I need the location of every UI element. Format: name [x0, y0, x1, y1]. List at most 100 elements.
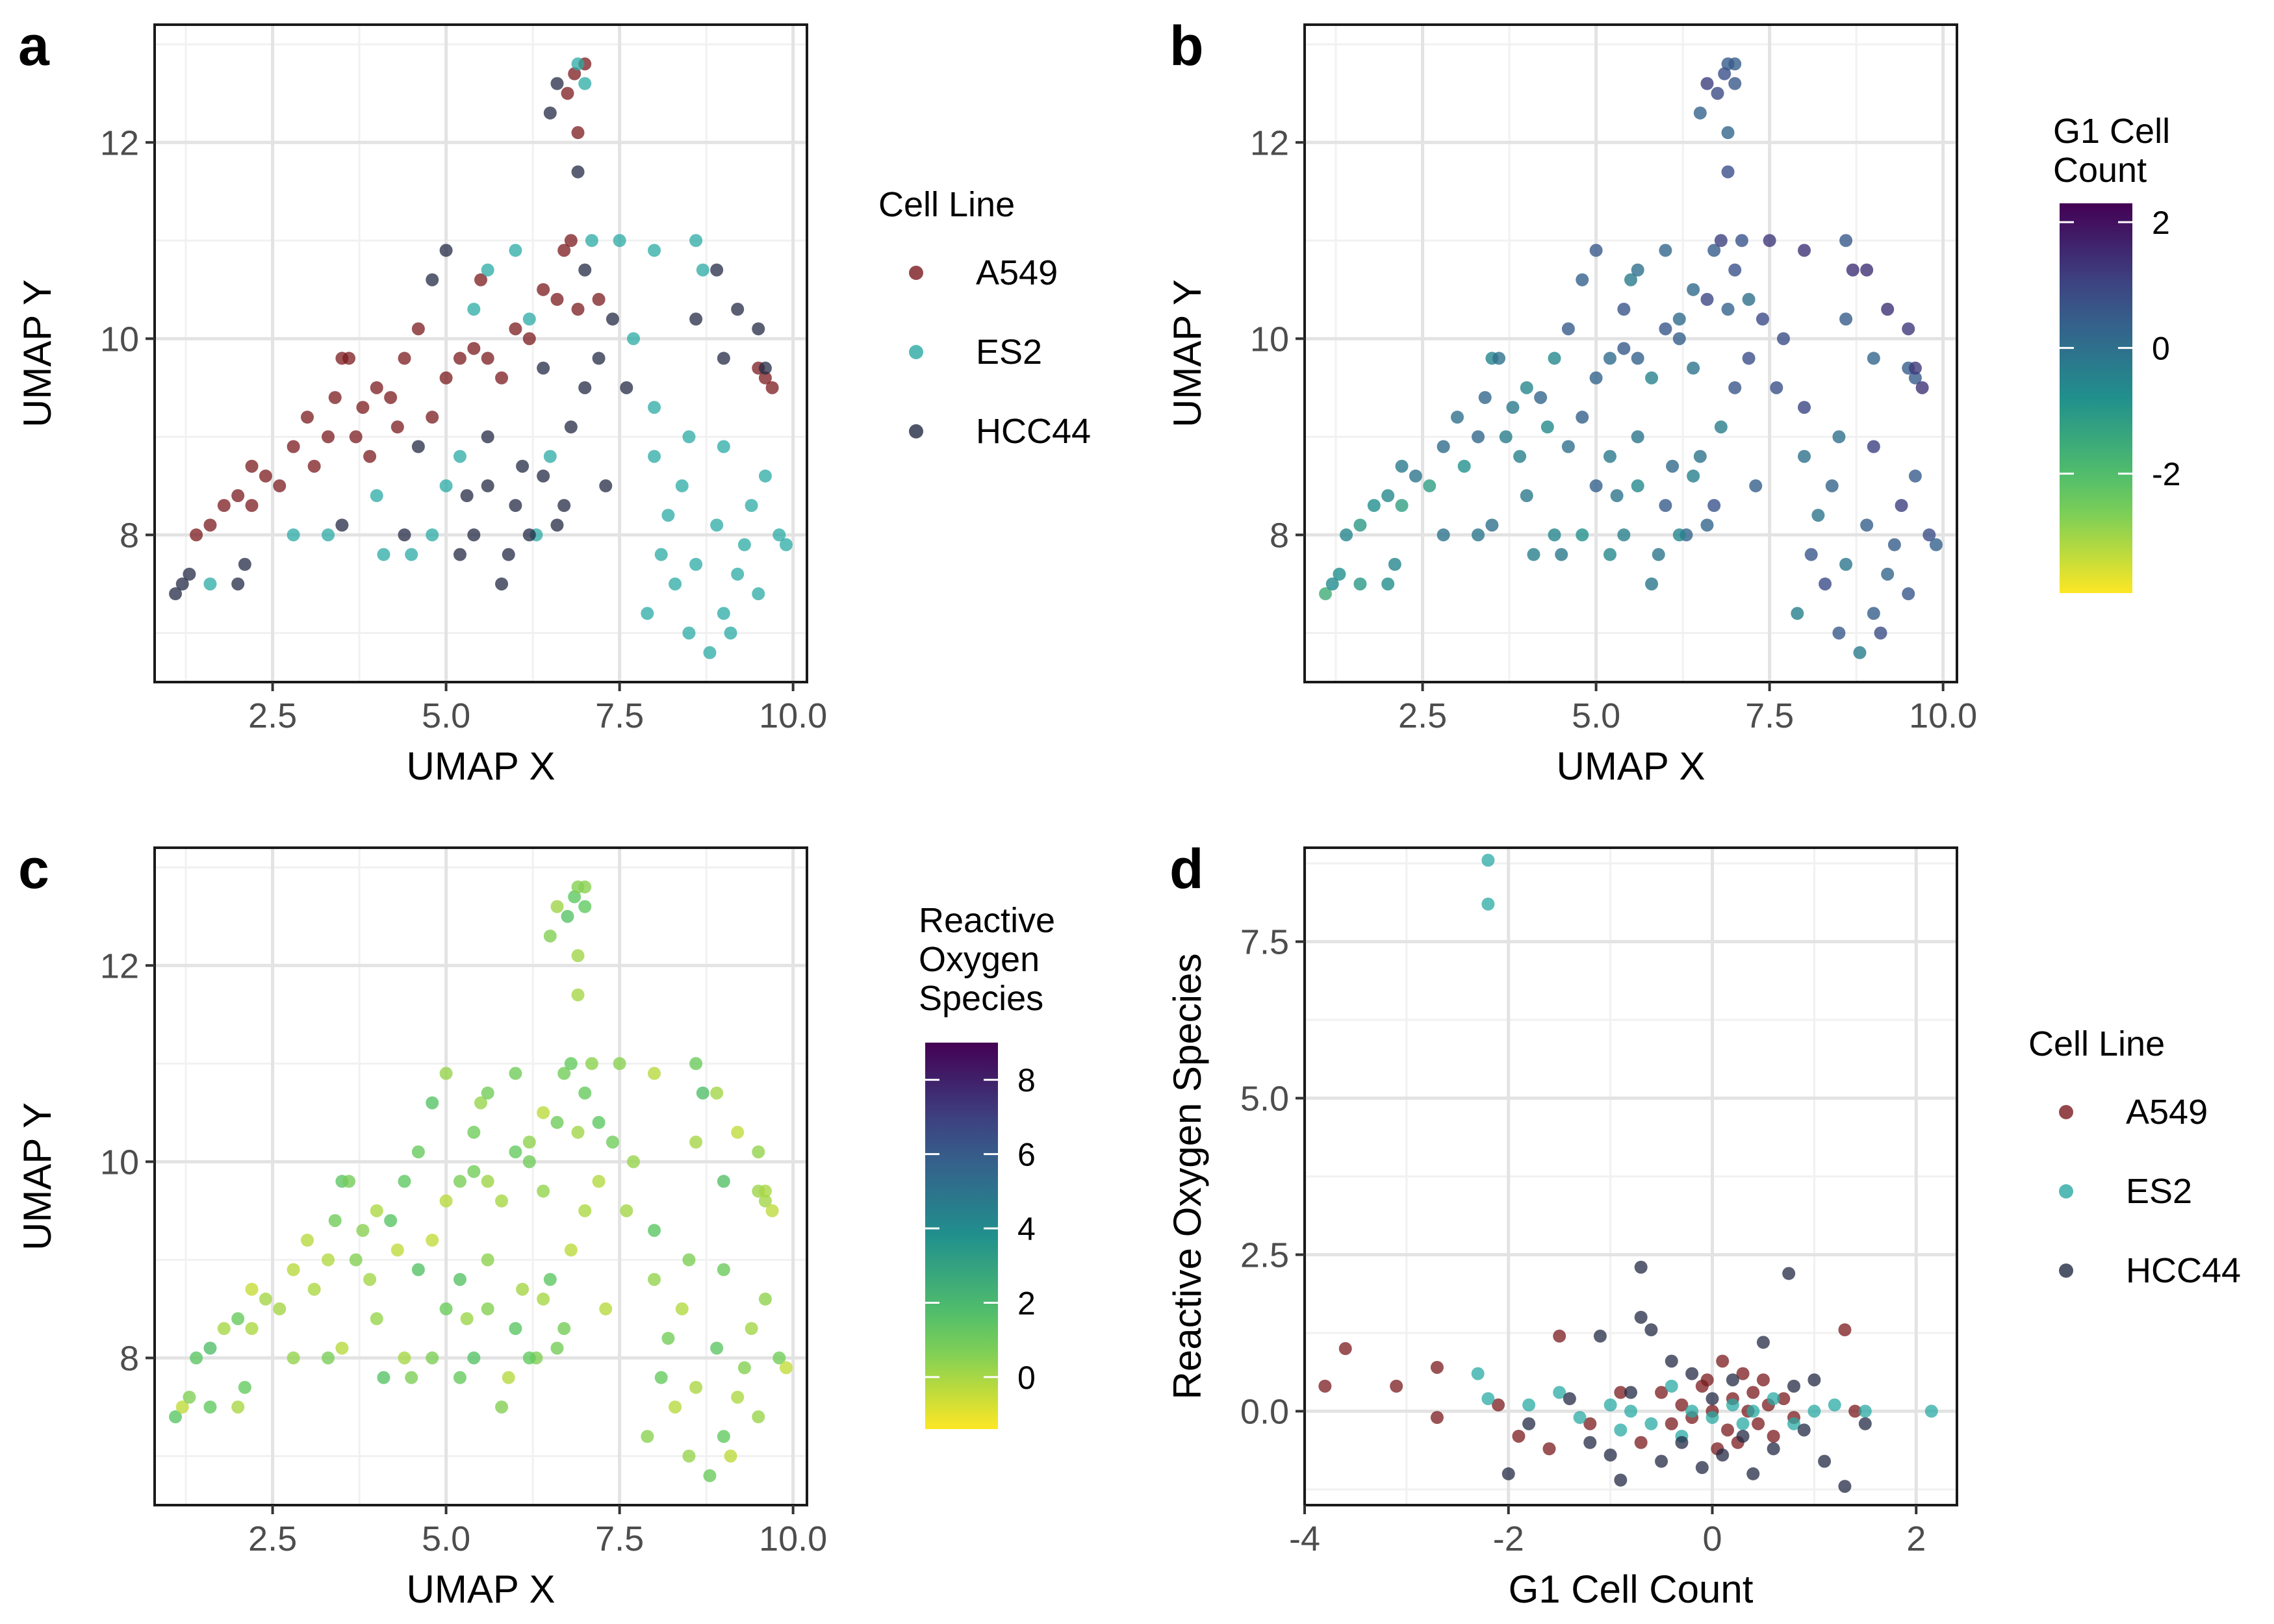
data-point: [1767, 1392, 1780, 1406]
legend-label: A549: [2126, 1093, 2208, 1132]
data-point: [1825, 479, 1839, 492]
data-point: [439, 371, 453, 385]
data-point: [273, 1302, 287, 1315]
data-point: [481, 1253, 494, 1267]
data-point: [1767, 1442, 1780, 1456]
data-point: [439, 1302, 453, 1315]
data-point: [1675, 1398, 1689, 1412]
legend-key: [2059, 1105, 2073, 1119]
data-point: [390, 420, 404, 434]
data-point: [1685, 1404, 1699, 1418]
data-point: [1617, 528, 1631, 542]
data-point: [190, 1351, 203, 1365]
data-point: [1874, 626, 1887, 640]
data-point: [342, 1174, 356, 1188]
colorbar-tick-label: 4: [1017, 1211, 1036, 1247]
data-point: [1614, 1423, 1628, 1437]
data-point: [557, 499, 571, 513]
data-point: [169, 1410, 183, 1424]
data-point: [231, 1312, 245, 1326]
data-point: [1655, 1386, 1668, 1399]
data-point: [238, 557, 251, 571]
legend-key: [2059, 1263, 2073, 1278]
panel-border-d: [1303, 846, 1958, 1506]
data-point: [1652, 548, 1665, 561]
data-point: [1603, 1448, 1617, 1462]
points-a: [169, 57, 793, 659]
data-point: [1895, 499, 1908, 513]
data-point: [1675, 1436, 1689, 1449]
data-point: [1631, 351, 1644, 365]
x-tick-label: 10.0: [759, 696, 827, 735]
data-point: [1672, 528, 1686, 542]
data-point: [606, 312, 619, 326]
data-point: [1848, 1404, 1862, 1418]
data-point: [717, 1430, 730, 1443]
x-tick-label: -4: [1289, 1519, 1320, 1558]
data-point: [696, 1086, 709, 1100]
data-point: [1423, 479, 1437, 492]
data-point: [1808, 1404, 1821, 1418]
data-point: [682, 430, 696, 444]
data-point: [1828, 1398, 1841, 1412]
data-point: [1624, 1386, 1637, 1399]
data-point: [578, 263, 592, 277]
data-point: [654, 1371, 668, 1384]
panel-label-b: b: [1169, 15, 1204, 77]
data-point: [543, 1273, 557, 1286]
data-point: [745, 499, 758, 513]
data-point: [1923, 528, 1936, 542]
data-point: [561, 86, 574, 100]
data-point: [1665, 1417, 1678, 1430]
data-point: [384, 1213, 398, 1227]
data-point: [1381, 489, 1395, 503]
data-point: [259, 469, 272, 483]
data-point: [516, 459, 530, 473]
data-point: [1589, 479, 1603, 492]
data-point: [758, 1292, 772, 1306]
data-point: [1645, 371, 1659, 385]
data-point: [1707, 499, 1721, 513]
data-point: [682, 626, 696, 640]
data-point: [1924, 1404, 1938, 1418]
data-point: [1353, 577, 1367, 590]
data-point: [495, 577, 509, 590]
data-point: [571, 880, 585, 894]
x-tick-label: 2.5: [1398, 696, 1447, 735]
data-point: [1736, 1367, 1750, 1380]
data-point: [1711, 86, 1724, 100]
data-point: [1798, 450, 1811, 463]
x-tick-label: 0: [1702, 1519, 1722, 1558]
data-point: [773, 1351, 786, 1365]
data-point: [203, 577, 217, 590]
data-point: [1881, 303, 1895, 316]
data-point: [203, 518, 217, 532]
data-point: [1603, 450, 1616, 463]
legend-key: [909, 266, 923, 280]
data-point: [1367, 499, 1381, 513]
data-point: [571, 165, 585, 179]
data-point: [522, 332, 536, 346]
data-point: [752, 322, 765, 336]
data-point: [1318, 1379, 1332, 1393]
data-point: [1695, 1461, 1709, 1475]
data-point: [453, 1174, 466, 1188]
data-point: [190, 528, 203, 542]
data-point: [460, 1312, 474, 1326]
data-point: [183, 1390, 196, 1404]
data-point: [537, 283, 550, 296]
legend-label: A549: [976, 253, 1058, 292]
data-point: [398, 351, 411, 365]
data-point: [522, 1351, 536, 1365]
data-point: [1520, 381, 1533, 394]
data-point: [1735, 234, 1748, 247]
data-point: [245, 1282, 259, 1296]
data-point: [453, 351, 466, 365]
colorbar-tick-label: 0: [1017, 1360, 1036, 1396]
data-point: [1506, 401, 1520, 414]
data-point: [1756, 1373, 1770, 1387]
data-point: [516, 1282, 530, 1296]
data-point: [522, 312, 536, 326]
data-point: [390, 1243, 404, 1257]
data-point: [1746, 1386, 1760, 1399]
